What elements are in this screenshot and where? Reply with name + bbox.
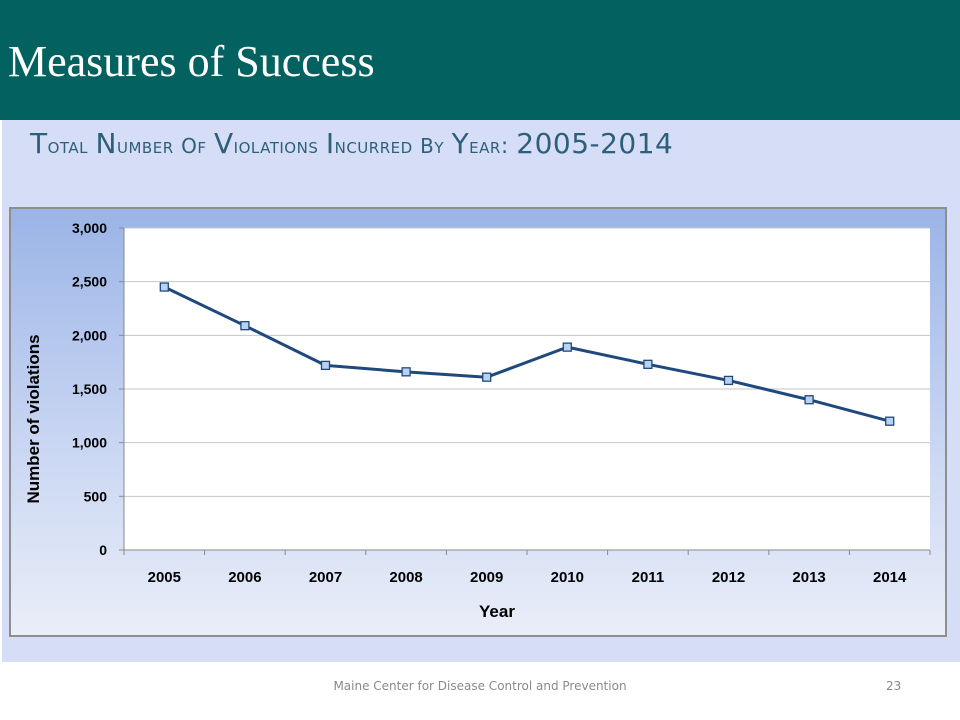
x-tick-label: 2010 [551, 569, 584, 586]
data-point-marker [240, 321, 250, 331]
data-point-marker [482, 372, 492, 382]
y-tick-label: 500 [84, 488, 108, 504]
x-tick-label: 2009 [470, 569, 503, 586]
chart-title: Total Number of Violations Incurred by Y… [30, 127, 674, 160]
y-axis-label: Number of violations [24, 334, 43, 503]
x-tick-label: 2005 [148, 569, 181, 586]
slide-title: Measures of Success [8, 37, 375, 86]
footer-organization: Maine Center for Disease Control and Pre… [333, 679, 627, 693]
y-tick-label: 2,500 [72, 274, 107, 290]
y-tick-label: 0 [99, 542, 107, 558]
data-point-marker [320, 360, 331, 371]
y-tick-label: 1,000 [72, 435, 107, 451]
data-point-marker [562, 342, 572, 352]
title-band [0, 0, 960, 120]
page-number: 23 [886, 679, 902, 693]
y-tick-label: 1,500 [72, 381, 107, 397]
series-line [163, 285, 891, 423]
y-tick-label: 2,000 [72, 327, 107, 343]
x-tick-label: 2014 [873, 569, 907, 586]
x-tick-label: 2006 [228, 569, 261, 586]
y-tick-label: 3,000 [72, 220, 107, 236]
data-point-marker [643, 359, 653, 369]
x-tick-label: 2012 [712, 569, 745, 586]
data-point-marker [885, 416, 895, 426]
data-point-marker [804, 395, 814, 405]
data-point-marker [401, 367, 411, 377]
x-tick-label: 2011 [632, 569, 665, 586]
x-tick-label: 2007 [309, 569, 342, 586]
x-axis-label: Year [479, 602, 515, 621]
x-tick-label: 2013 [792, 569, 825, 586]
data-point-marker [159, 282, 169, 292]
x-tick-label: 2008 [389, 569, 422, 586]
data-point-marker [723, 375, 734, 386]
